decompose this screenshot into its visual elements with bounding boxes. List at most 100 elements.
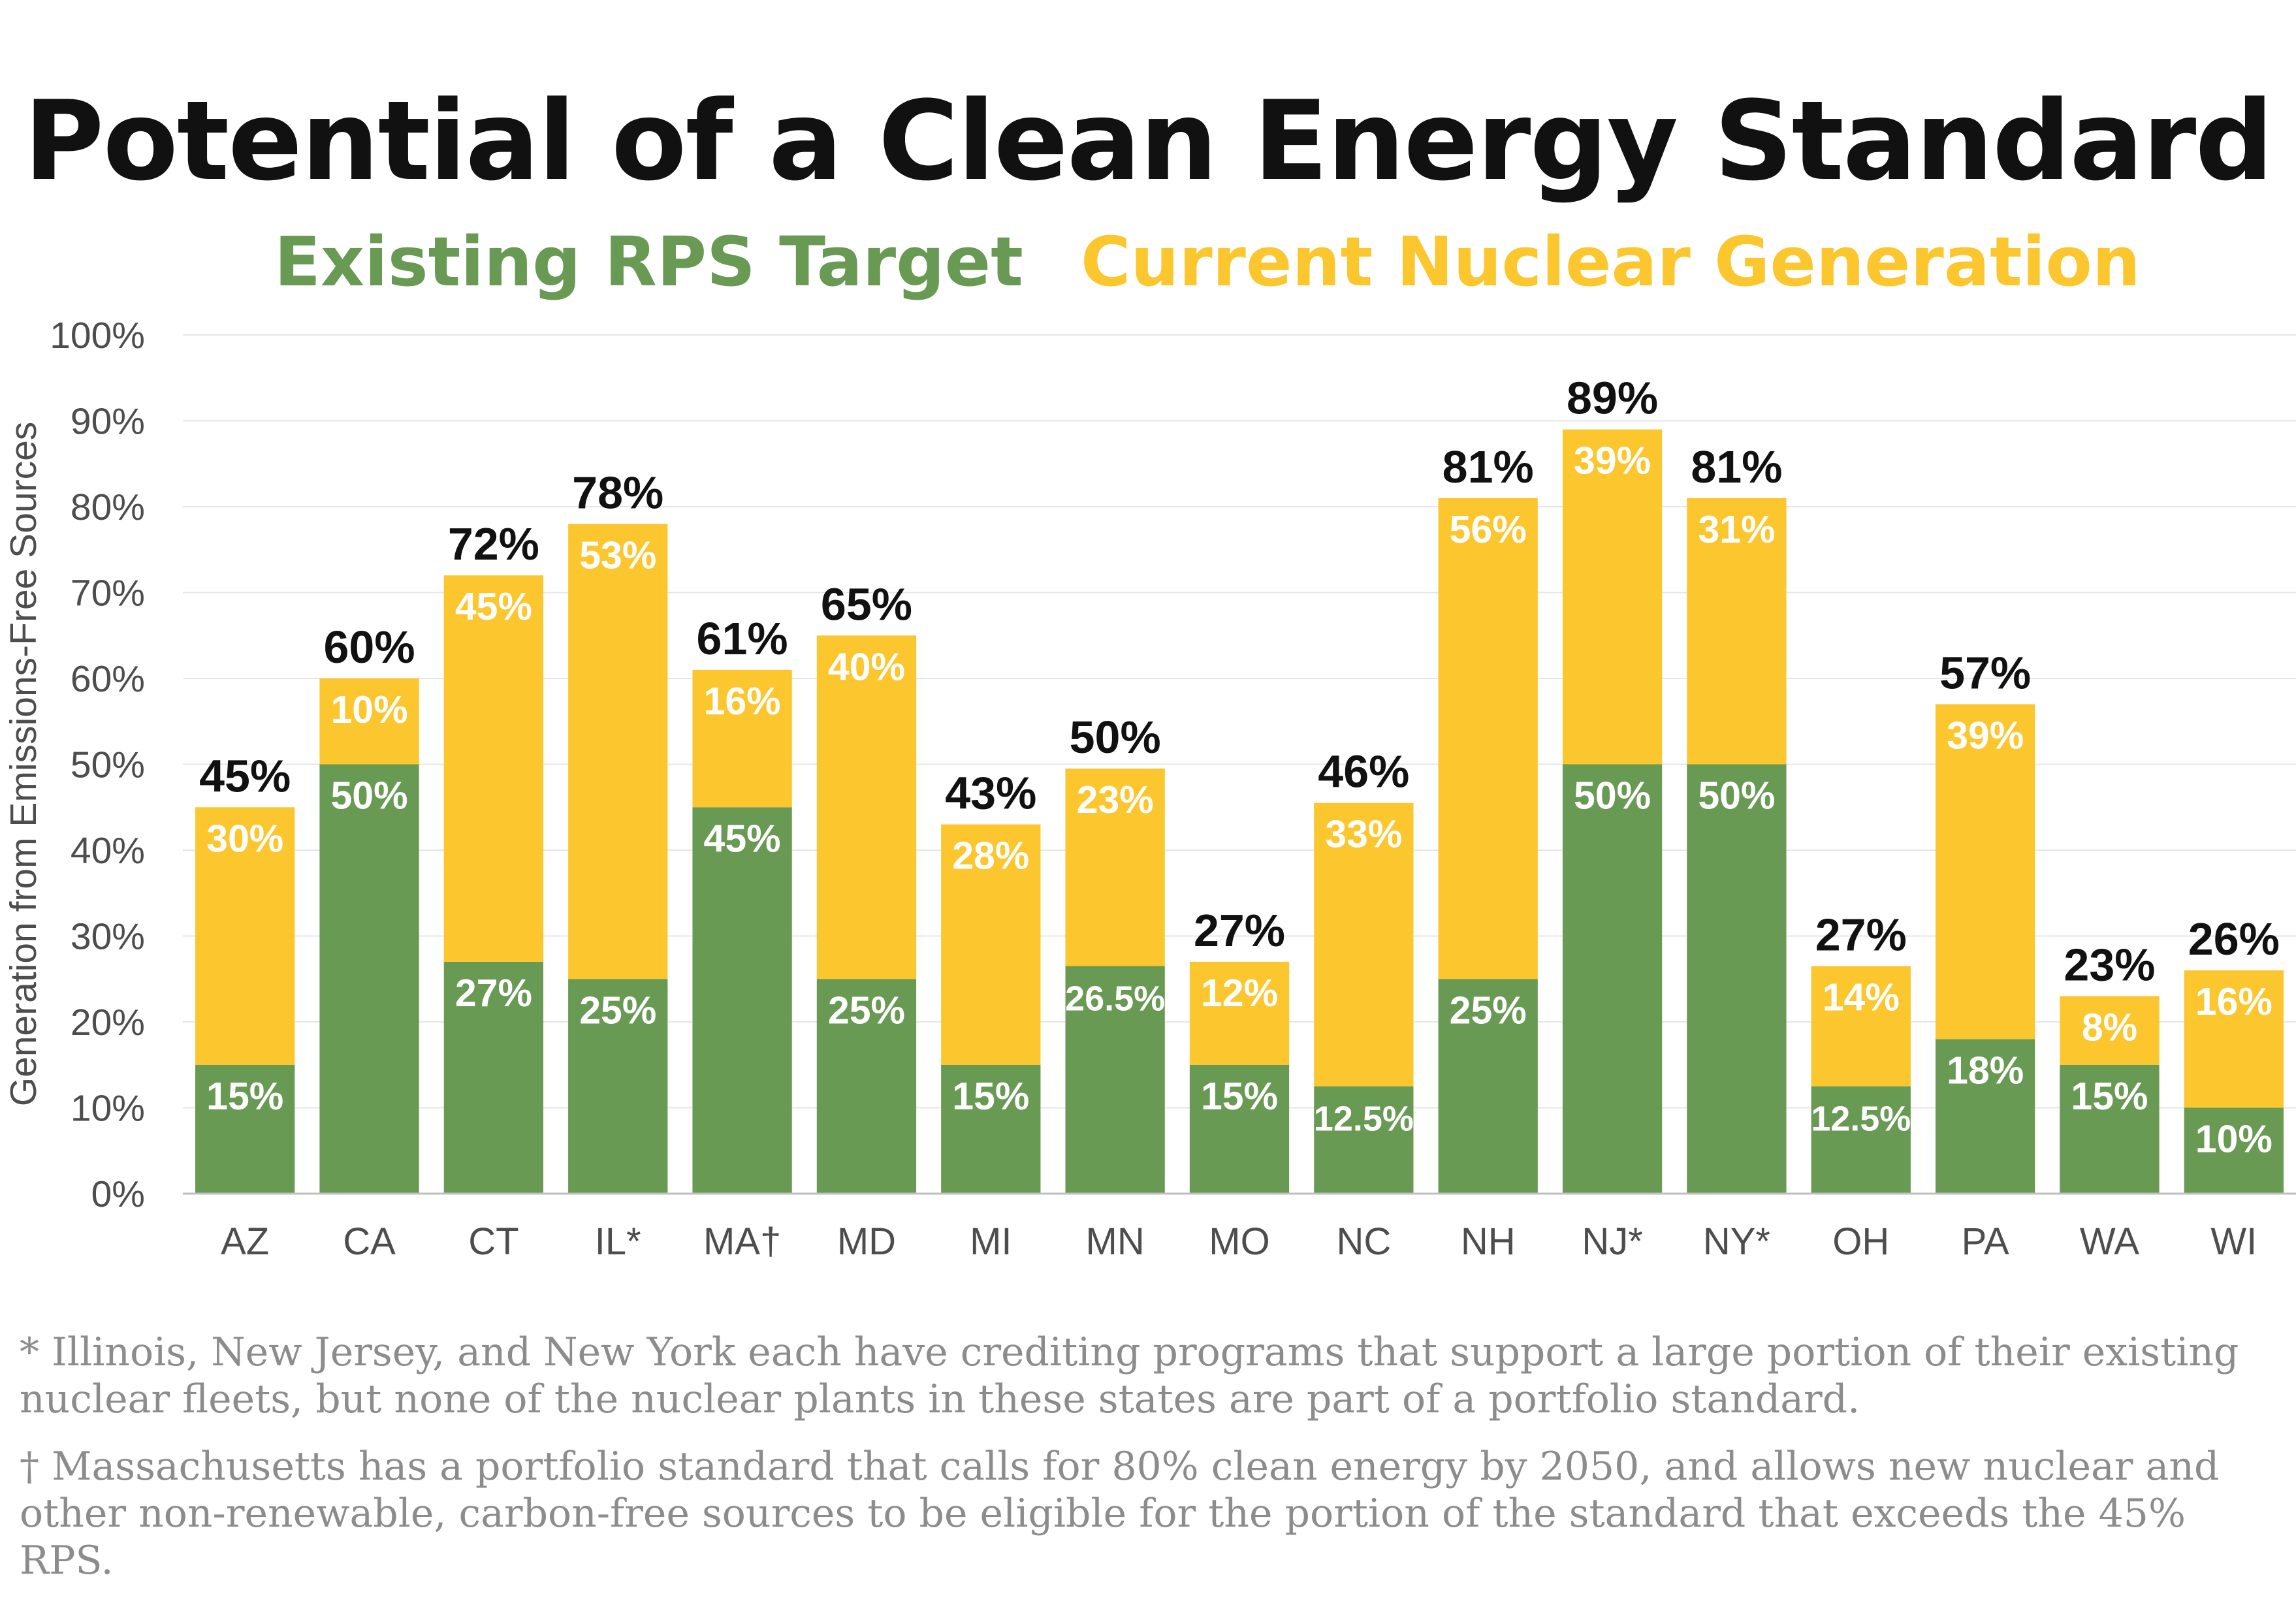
stacked-bar-chart: 0% 10% 20% 30% 40% 50% 60% 70% 80% 90% 100% Genera… (3, 315, 2296, 1263)
label-rps-0: 15% (206, 1075, 283, 1118)
label-nuclear-6: 28% (952, 834, 1029, 878)
bars (195, 429, 2284, 1194)
x-tick-15: WA (2080, 1220, 2140, 1263)
label-nuclear-2: 45% (455, 585, 532, 628)
label-rps-8: 15% (1201, 1075, 1278, 1118)
label-nuclear-15: 8% (2082, 1006, 2137, 1049)
label-rps-11: 50% (1574, 774, 1651, 818)
label-total-13: 27% (1815, 910, 1907, 961)
label-nuclear-16: 16% (2195, 980, 2272, 1023)
bar-nuclear-1 (319, 678, 419, 765)
x-tick-16: WI (2210, 1220, 2257, 1263)
y-tick-label: 50% (71, 744, 145, 786)
x-axis-ticks: AZ CA CT IL* MA† MD MI MN MO NC NH NJ* NY* OH PA WA WI (221, 1220, 2257, 1263)
bar-rps-11 (1562, 764, 1663, 1194)
bar-nuclear-8 (1189, 961, 1290, 1065)
x-tick-9: NC (1336, 1220, 1391, 1263)
y-tick-label: 40% (71, 830, 145, 872)
bar-rps-10 (1438, 979, 1538, 1194)
bar-nuclear-12 (1687, 498, 1787, 765)
x-tick-0: AZ (221, 1220, 269, 1263)
label-nuclear-8: 12% (1201, 972, 1278, 1015)
label-rps-14: 18% (1947, 1049, 2024, 1092)
x-tick-8: MO (1209, 1220, 1269, 1263)
bar-nuclear-14 (1935, 704, 2035, 1040)
x-tick-12: NY* (1703, 1220, 1770, 1263)
bar-rps-4 (692, 807, 792, 1194)
x-tick-13: OH (1832, 1220, 1889, 1263)
label-total-15: 23% (2064, 940, 2155, 991)
label-total-6: 43% (945, 768, 1036, 819)
bar-nuclear-2 (443, 575, 544, 962)
x-tick-6: MI (970, 1220, 1012, 1263)
label-total-4: 61% (697, 613, 788, 664)
label-total-2: 72% (448, 518, 539, 569)
y-tick-label: 0% (91, 1173, 145, 1215)
bar-rps-12 (1687, 764, 1787, 1194)
label-total-3: 78% (572, 467, 663, 518)
label-rps-10: 25% (1450, 989, 1527, 1032)
label-rps-12: 50% (1698, 774, 1775, 818)
label-rps-9: 12.5% (1314, 1100, 1414, 1139)
bar-nuclear-13 (1811, 966, 1911, 1087)
x-tick-2: CT (468, 1220, 518, 1263)
bar-rps-5 (816, 979, 917, 1194)
label-nuclear-13: 14% (1823, 976, 1900, 1019)
label-nuclear-4: 16% (704, 680, 781, 723)
legend-nuclear: Current Nuclear Generation (1081, 222, 2141, 302)
bar-rps-2 (443, 961, 544, 1194)
label-total-5: 65% (821, 579, 912, 629)
label-total-1: 60% (323, 622, 415, 673)
bar-rps-6 (941, 1064, 1041, 1194)
x-tick-5: MD (837, 1220, 896, 1263)
label-nuclear-7: 23% (1077, 778, 1154, 821)
label-nuclear-9: 33% (1325, 813, 1402, 856)
y-tick-label: 30% (71, 916, 145, 958)
label-total-16: 26% (2188, 913, 2280, 964)
label-nuclear-10: 56% (1450, 508, 1527, 551)
label-nuclear-5: 40% (828, 645, 905, 688)
x-tick-11: NJ* (1582, 1220, 1642, 1263)
bar-labels: 15% 30% 45% 50% 10% 60% 27% 45% 72% 25% 53% 78% 45% 1… (199, 373, 2280, 1161)
bar-rps-8 (1189, 1064, 1290, 1194)
bar-rps-13 (1811, 1086, 1911, 1194)
label-nuclear-11: 39% (1574, 439, 1651, 483)
bar-nuclear-6 (941, 824, 1041, 1065)
x-tick-1: CA (343, 1220, 396, 1263)
bar-rps-7 (1065, 966, 1165, 1194)
label-rps-4: 45% (704, 817, 781, 860)
x-tick-4: MA† (703, 1220, 781, 1263)
x-tick-14: PA (1962, 1220, 2009, 1263)
bar-nuclear-9 (1314, 802, 1414, 1087)
y-axis-ticks: 0% 10% 20% 30% 40% 50% 60% 70% 80% 90% 100% (50, 315, 145, 1215)
bar-nuclear-0 (195, 807, 295, 1065)
label-total-11: 89% (1567, 373, 1658, 424)
bar-rps-1 (319, 764, 419, 1194)
label-rps-2: 27% (455, 972, 532, 1015)
label-total-10: 81% (1443, 441, 1534, 492)
label-rps-7: 26.5% (1065, 979, 1165, 1019)
y-tick-label: 80% (71, 486, 145, 528)
bar-nuclear-15 (2060, 996, 2160, 1065)
label-rps-5: 25% (828, 989, 905, 1032)
label-rps-6: 15% (952, 1075, 1029, 1118)
bar-nuclear-10 (1438, 498, 1538, 979)
x-tick-3: IL* (595, 1220, 641, 1263)
bar-nuclear-7 (1065, 769, 1165, 966)
label-nuclear-14: 39% (1947, 714, 2024, 757)
x-tick-7: MN (1086, 1220, 1145, 1263)
label-nuclear-0: 30% (206, 817, 283, 860)
y-tick-label: 10% (71, 1088, 145, 1130)
label-nuclear-1: 10% (330, 688, 407, 731)
label-total-8: 27% (1194, 905, 1285, 956)
label-total-0: 45% (199, 750, 291, 801)
bar-nuclear-16 (2184, 970, 2284, 1108)
label-rps-1: 50% (330, 774, 407, 818)
label-total-9: 46% (1318, 746, 1409, 797)
y-tick-label: 70% (71, 573, 145, 614)
label-total-7: 50% (1070, 712, 1161, 763)
bar-rps-14 (1935, 1039, 2035, 1194)
label-rps-16: 10% (2195, 1118, 2272, 1161)
label-rps-15: 15% (2071, 1075, 2148, 1118)
bar-rps-9 (1314, 1086, 1414, 1194)
